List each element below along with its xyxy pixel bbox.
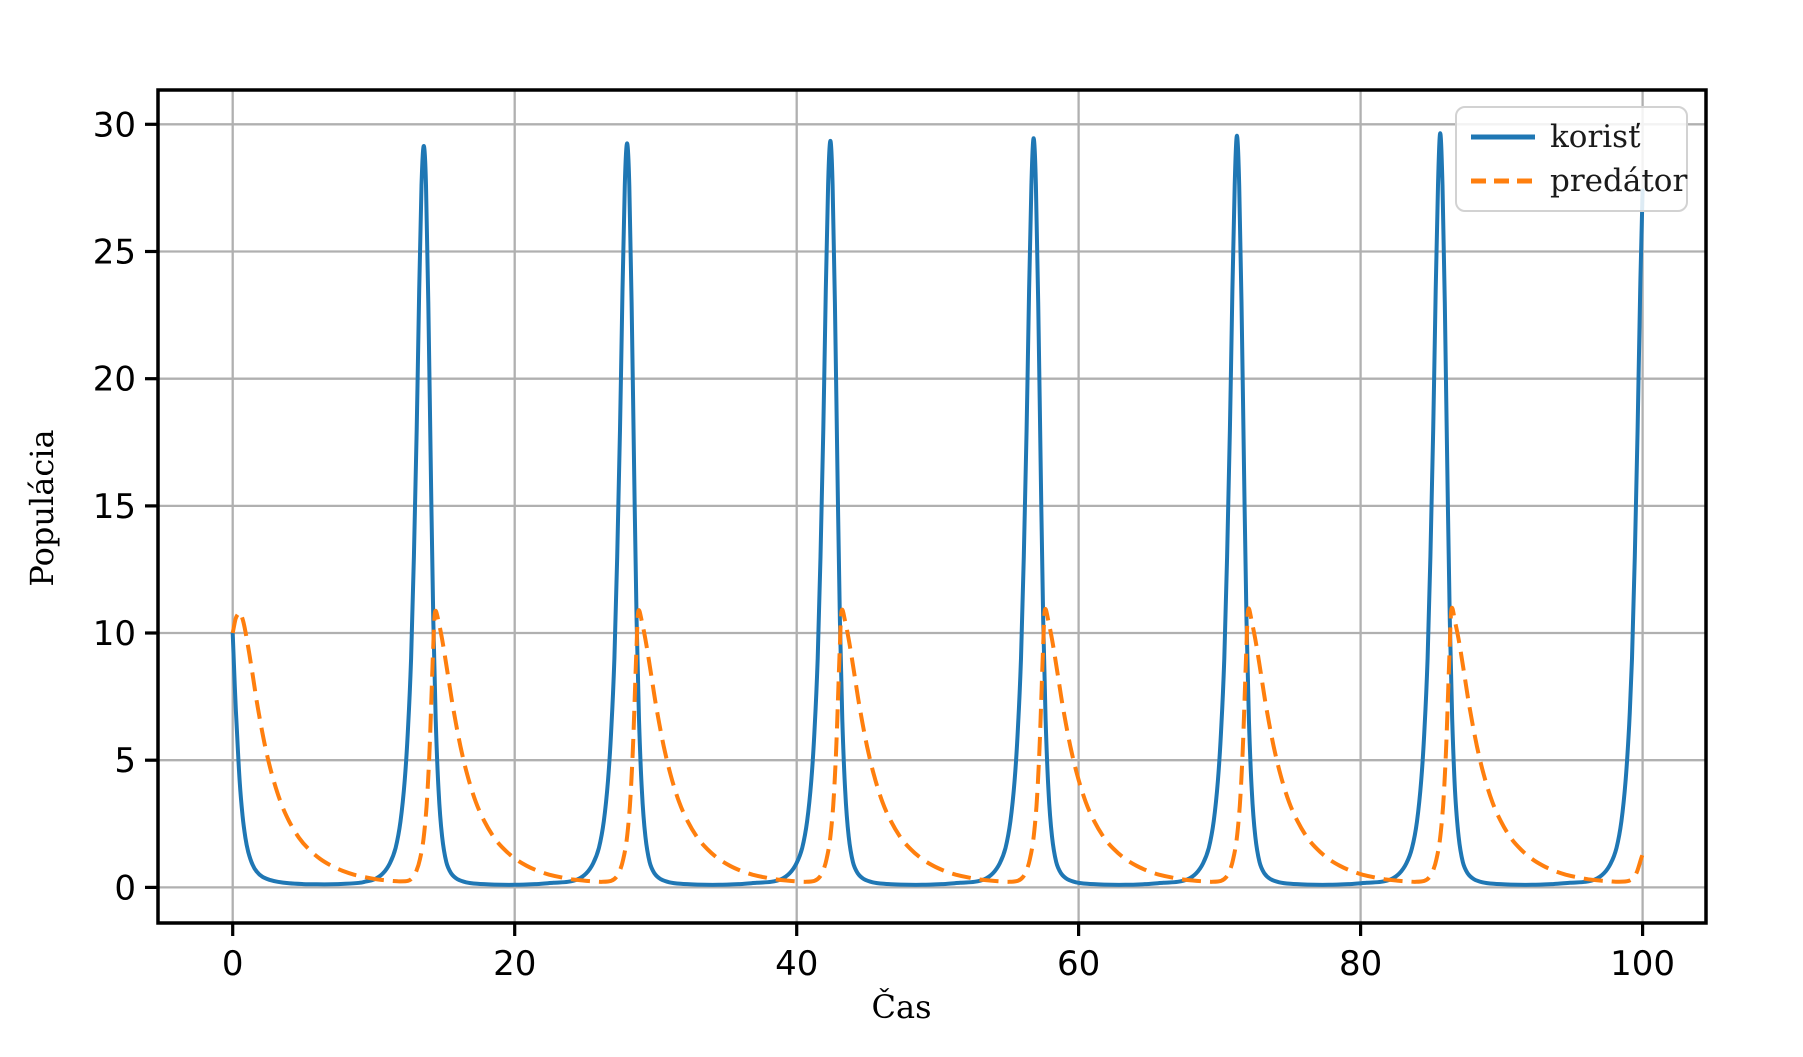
- y-tick-label: 20: [93, 360, 136, 400]
- legend-entry-prey: korisť: [1471, 120, 1670, 154]
- x-tick-label: 0: [222, 944, 244, 984]
- y-tick-label: 15: [93, 487, 136, 527]
- axis-ticks: [145, 122, 1645, 936]
- legend-entry-predator: predátor: [1471, 164, 1687, 198]
- y-tick-label: 10: [93, 614, 136, 654]
- x-tick-label: 60: [1057, 944, 1100, 984]
- grid-lines: [158, 90, 1706, 923]
- solid-line-icon: [1471, 134, 1535, 140]
- x-tick-label: 40: [775, 944, 818, 984]
- y-axis-label: Populácia: [23, 429, 61, 587]
- dashed-line-icon: [1471, 178, 1535, 184]
- x-axis-label: Čas: [871, 988, 932, 1026]
- series-lines: [230, 131, 1645, 887]
- x-tick-label: 20: [493, 944, 536, 984]
- series-line-korisť: [230, 131, 1645, 887]
- x-tick-label: 100: [1610, 944, 1675, 984]
- tick-labels: 0 20 40 60 80 100 0 5 10 15 20 25 30: [93, 105, 1675, 984]
- y-tick-label: 30: [93, 105, 136, 145]
- series-line-predátor: [230, 605, 1645, 884]
- y-tick-label: 0: [114, 868, 136, 908]
- legend-label-predator: predátor: [1550, 163, 1688, 200]
- legend: korisť predátor: [1455, 106, 1688, 213]
- y-tick-label: 25: [93, 233, 136, 273]
- legend-label-prey: korisť: [1550, 119, 1641, 155]
- y-tick-label: 5: [114, 741, 136, 781]
- x-tick-label: 80: [1339, 944, 1382, 984]
